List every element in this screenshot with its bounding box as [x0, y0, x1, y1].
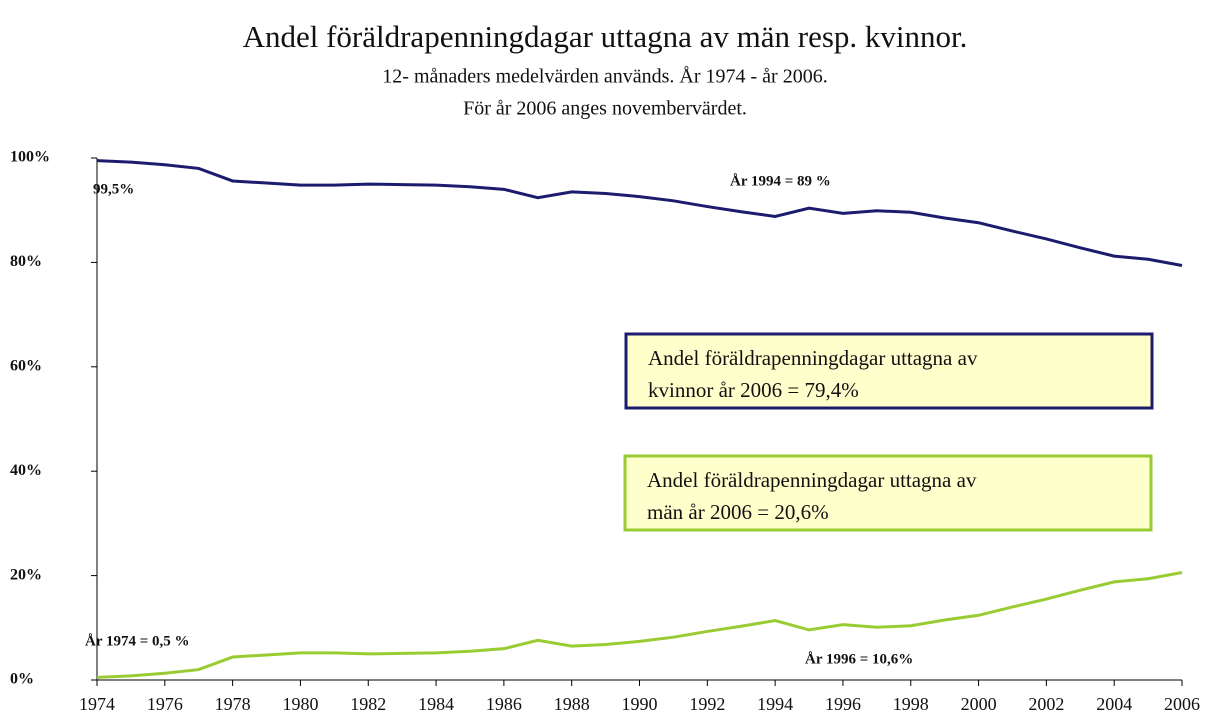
x-tick-label: 1992: [689, 694, 725, 714]
y-tick-label: 60%: [10, 357, 42, 374]
x-tick-label: 1990: [622, 694, 658, 714]
series-line: [96, 570, 1183, 679]
annotation-box-text: Andel föräldrapenningdagar uttagna av: [648, 346, 978, 370]
annotation-box-text: Andel föräldrapenningdagar uttagna av: [647, 468, 977, 492]
annotation-box: [623, 454, 1153, 532]
x-tick-label: 1976: [147, 694, 183, 714]
x-tick-label: 1982: [350, 694, 386, 714]
chart-title: Andel föräldrapenningdagar uttagna av mä…: [243, 19, 968, 54]
annotation-box: [624, 332, 1154, 410]
x-tick-label: 2004: [1096, 694, 1132, 714]
x-tick-label: 1996: [825, 694, 861, 714]
x-tick-label: 1984: [418, 694, 454, 714]
annotation: År 1994 = 89 %: [730, 173, 831, 189]
series-line: [96, 159, 1183, 268]
y-tick-label: 20%: [10, 566, 42, 583]
chart-subtitle: 12- månaders medelvärden används. År 197…: [382, 66, 827, 88]
x-tick-label: 2000: [961, 694, 997, 714]
x-tick-label: 1988: [554, 694, 590, 714]
x-tick-label: 1994: [757, 694, 793, 714]
x-tick-label: 1998: [893, 694, 929, 714]
annotation: År 1996 = 10,6%: [805, 651, 913, 667]
x-tick-label: 1978: [215, 694, 251, 714]
annotation: 99,5%: [93, 181, 134, 197]
x-tick-label: 1974: [79, 694, 115, 714]
y-tick-label: 100%: [10, 149, 50, 166]
chart-subtitle: För år 2006 anges novembervärdet.: [463, 98, 747, 120]
y-tick-label: 80%: [10, 253, 42, 270]
y-tick-label: 40%: [10, 462, 42, 479]
y-tick-label: 0%: [10, 671, 34, 688]
x-tick-label: 1986: [486, 694, 522, 714]
annotation-box-text: kvinnor år 2006 = 79,4%: [648, 378, 859, 402]
x-tick-label: 2006: [1164, 694, 1200, 714]
x-tick-label: 1980: [282, 694, 318, 714]
x-tick-label: 2002: [1028, 694, 1064, 714]
annotation: År 1974 = 0,5 %: [85, 633, 190, 649]
annotation-box-text: män år 2006 = 20,6%: [647, 500, 829, 524]
